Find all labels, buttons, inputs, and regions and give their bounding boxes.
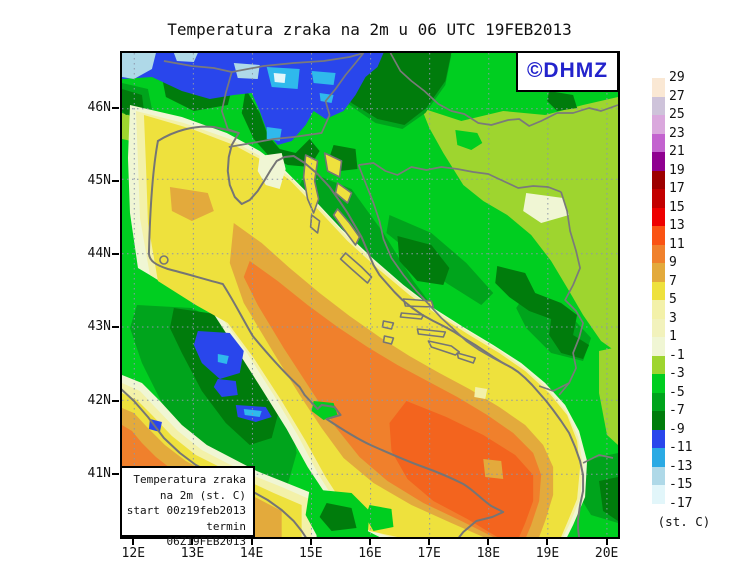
page-title: Temperatura zraka na 2m u 06 UTC 19FEB20… [167,20,572,39]
colorbar-cell [652,355,665,374]
colorbar-cell [652,300,665,319]
lon-tick-label: 19E [535,546,560,561]
colorbar-tick-label: 23 [669,125,685,141]
colorbar-tick-label: 27 [669,88,685,104]
lat-tick-label: 45N [87,172,111,188]
lon-tick-label: 12E [121,546,146,561]
colorbar-cell [652,263,665,282]
colorbar-cell [652,96,665,115]
lon-tick-label: 20E [594,546,619,561]
colorbar-cell [652,207,665,226]
lon-tick-label: 15E [299,546,323,561]
colorbar-tick-label: -9 [669,421,685,437]
lon-tick-label: 18E [476,546,501,561]
colorbar-cell [652,226,665,245]
lon-tick-label: 13E [180,546,205,561]
colorbar-tick-label: -5 [669,384,685,400]
dhmz-watermark: ©DHMZ [516,51,619,92]
lat-tick [112,106,119,109]
colorbar-tick-label: 13 [669,218,685,233]
colorbar-cell [652,337,665,356]
islands [159,152,477,364]
colorbar-tick-label: 25 [669,107,685,122]
colorbar-tick-label: -7 [669,403,685,418]
colorbar-cell [652,152,665,171]
colorbar-cell [652,392,665,411]
colorbar-cell [652,466,665,485]
lat-tick [112,253,119,256]
colorbar-tick-label: -17 [669,495,693,511]
lon-tick [605,539,608,545]
colorbar-cell [652,133,665,152]
legend-box: Temperatura zraka na 2m (st. C) start 00… [120,466,255,548]
colorbar-tick-label: 5 [669,292,677,307]
colorbar-tick-label: 21 [669,144,685,159]
lon-tick-label: 16E [358,546,382,561]
colorbar-cell [652,189,665,208]
lon-tick [487,539,490,545]
legend-line: na 2m (st. C) [159,488,246,502]
colorbar-unit-label: (st. C) [657,514,711,529]
legend-line: Temperatura zraka [133,473,246,486]
lon-tick-label: 14E [239,546,264,561]
lon-tick-label: 17E [417,546,441,561]
map-frame [120,51,620,539]
legend-line: start 00z19feb2013 [126,504,246,517]
colorbar-tick-label: 9 [669,255,677,270]
lon-tick [132,539,135,545]
colorbar-tick-label: 1 [669,329,677,344]
lon-tick [368,539,371,545]
lon-tick [250,539,253,545]
legend-line: termin 06Z19FEB2013 [166,519,246,549]
colorbar-tick-label: 3 [669,310,677,326]
colorbar-tick-label: -1 [669,347,685,363]
colorbar-cell [652,374,665,393]
lat-tick-label: 46N [87,99,111,115]
colorbar-tick-label: -3 [669,366,685,381]
colorbar-tick-label: 17 [669,181,685,196]
lat-tick-label: 42N [87,392,111,408]
colorbar-cell [652,485,665,504]
lat-tick-label: 41N [87,465,111,481]
colorbar-tick-label: 15 [669,199,685,215]
colorbar-cell [652,244,665,263]
lat-tick [112,326,119,329]
lat-tick [112,472,119,475]
colorbar-cell [652,318,665,337]
colorbar-tick-label: 7 [669,273,677,289]
lon-tick [309,539,312,545]
lon-tick [428,539,431,545]
colorbar-tick-label: -15 [669,477,693,492]
colorbar-tick-label: -13 [669,458,693,474]
lat-tick-label: 43N [87,319,111,335]
colorbar-cell [652,170,665,189]
colorbar-tick-label: 29 [669,70,685,85]
lat-tick [112,179,119,182]
lon-tick [191,539,194,545]
colorbar-tick-label: 19 [669,162,685,178]
colorbar-cell [652,281,665,300]
lat-tick [112,399,119,402]
colorbar-tick-label: 11 [669,236,685,252]
colorbar-cell [652,411,665,430]
cold-blue-regions [122,53,384,432]
temperature-map [122,53,618,537]
colorbar-cell [652,78,665,97]
lat-tick-label: 44N [87,246,111,262]
colorbar-cell [652,115,665,134]
colorbar-cell [652,448,665,467]
country-borders [163,53,618,464]
colorbar-tick-label: -11 [669,440,693,455]
colorbar-cell [652,429,665,448]
lon-tick [546,539,549,545]
